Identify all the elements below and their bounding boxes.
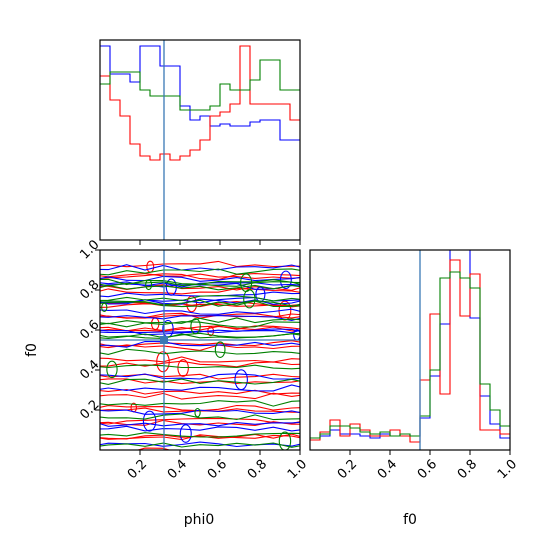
blue-contour-line: [100, 297, 300, 315]
green-contour-island: [194, 407, 201, 418]
blue-contour-line: [100, 373, 300, 392]
red-contour-line: [100, 287, 300, 309]
blue-contour-line: [100, 264, 300, 288]
red-contour-island: [156, 351, 170, 373]
f0-histogram-frame: [309, 249, 511, 451]
green-phi0-histogram-series: [100, 59, 300, 111]
blue-contour-island: [234, 369, 248, 391]
phi0-histogram-frame: [99, 39, 301, 241]
blue-phi0-histogram-series: [100, 45, 300, 141]
red-contour-line: [100, 325, 300, 347]
green-contour-line: [100, 278, 300, 302]
contour-frame: [99, 249, 301, 451]
red-contour-line: [100, 407, 300, 425]
blue-contour-island: [142, 410, 157, 432]
red-phi0-histogram-series: [100, 45, 300, 161]
green-contour-line: [100, 400, 300, 421]
green-contour-island: [190, 318, 201, 335]
blue-contour-line: [100, 409, 300, 427]
red-contour-line: [100, 434, 300, 450]
green-contour-island: [214, 341, 226, 358]
contour-truth-marker: [160, 336, 168, 344]
blue-contour-island: [279, 270, 292, 290]
red-contour-line: [100, 378, 300, 395]
blue-contour-line: [100, 425, 300, 448]
green-contour-island: [106, 360, 118, 379]
blue-contour-island: [179, 424, 192, 443]
green-contour-line: [100, 432, 300, 448]
red-contour-line: [100, 419, 300, 440]
f0-axis-label-left: f0: [24, 343, 40, 357]
f0-axis-label-bottom: f0: [403, 512, 417, 528]
blue-contour-line: [100, 282, 300, 305]
green-f0-histogram-series: [310, 271, 510, 439]
phi0-histogram-panel: [99, 39, 301, 245]
blue-contour-line: [100, 328, 300, 348]
green-contour-island: [240, 273, 253, 293]
phi0-axis-label: phi0: [184, 512, 215, 528]
green-contour-line: [100, 284, 300, 308]
green-contour-island: [278, 431, 292, 450]
green-contour-line: [100, 299, 300, 325]
green-contour-island: [145, 279, 153, 291]
green-contour-line: [100, 268, 300, 287]
green-contour-line: [100, 321, 300, 339]
red-contour-line: [100, 260, 300, 279]
green-contour-line: [100, 364, 300, 385]
red-contour-line: [100, 392, 300, 412]
blue-contour-line: [100, 315, 300, 334]
blue-contour-line: [100, 275, 300, 298]
red-contour-line: [100, 312, 300, 332]
